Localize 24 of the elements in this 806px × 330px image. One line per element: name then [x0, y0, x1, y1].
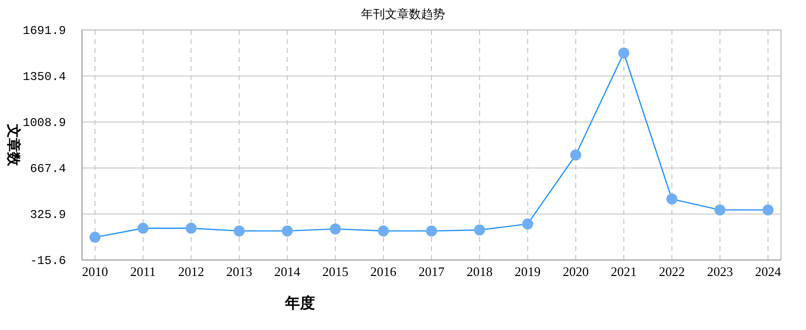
x-tick-label: 2012 — [178, 264, 204, 279]
y-tick-label: 667.4 — [30, 162, 66, 176]
x-tick-label: 2018 — [466, 264, 493, 279]
y-tick-label: 325.9 — [30, 208, 66, 222]
chart-title: 年刊文章数趋势 — [361, 7, 445, 21]
x-tick-label: 2024 — [755, 264, 782, 279]
x-tick-label: 2011 — [130, 264, 156, 279]
y-tick-label: 1008.9 — [22, 116, 66, 130]
x-tick-label: 2020 — [562, 264, 589, 279]
y-axis-title: 文章数 — [5, 123, 22, 167]
x-tick-label: 2021 — [610, 264, 637, 279]
x-axis-title: 年度 — [284, 294, 315, 312]
y-tick-label: 1691.9 — [22, 24, 66, 38]
x-tick-label: 2015 — [322, 264, 348, 279]
x-tick-label: 2014 — [274, 264, 301, 279]
y-tick-label: -15.6 — [30, 254, 66, 268]
x-tick-label: 2022 — [658, 264, 685, 279]
x-tick-label: 2023 — [706, 264, 733, 279]
x-tick-label: 2017 — [418, 264, 445, 279]
y-tick-label: 1350.4 — [22, 70, 66, 84]
x-tick-label: 2010 — [82, 264, 108, 279]
x-tick-label: 2013 — [226, 264, 252, 279]
x-tick-label: 2016 — [370, 264, 397, 279]
x-tick-label: 2019 — [514, 264, 541, 279]
